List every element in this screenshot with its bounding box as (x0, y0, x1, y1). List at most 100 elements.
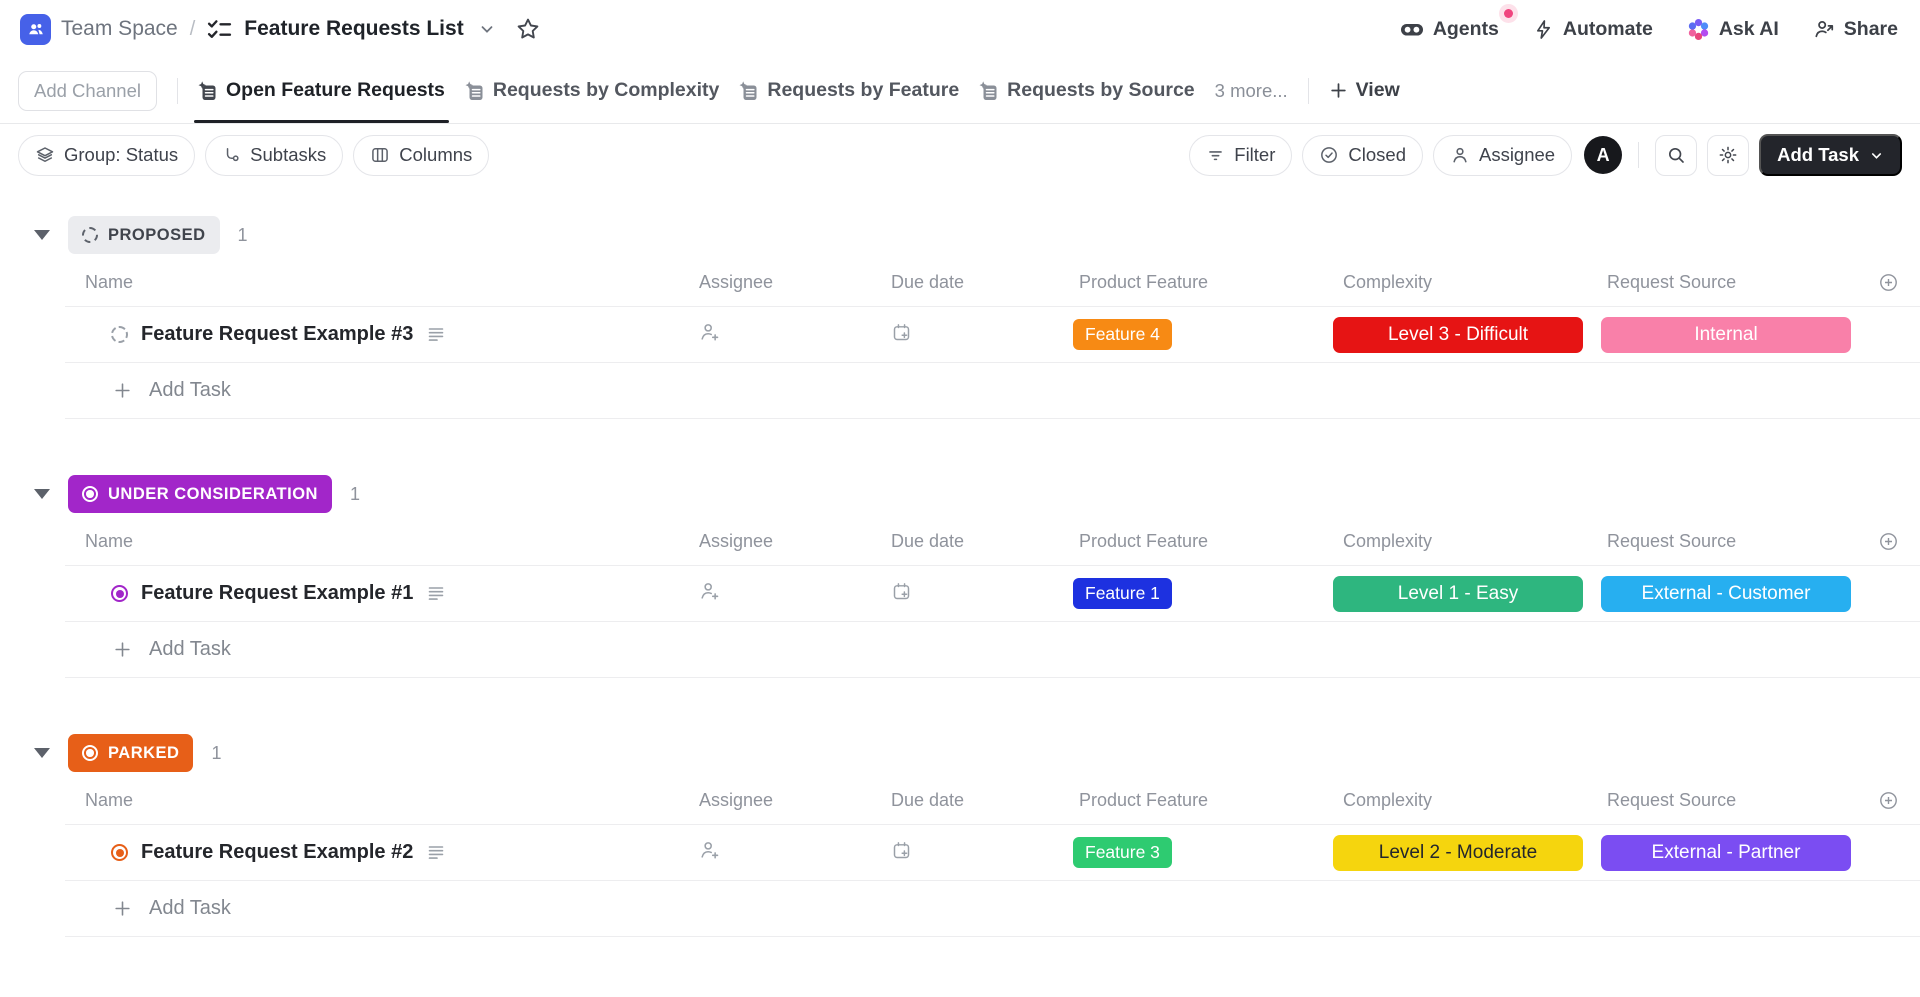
product-feature-tag[interactable]: Feature 1 (1073, 578, 1172, 609)
add-task-row[interactable]: Add Task (65, 622, 1920, 678)
task-name[interactable]: Feature Request Example #2 (141, 841, 414, 863)
tab-requests-by-complexity[interactable]: Requests by Complexity (465, 58, 719, 123)
collapse-caret-icon[interactable] (34, 489, 50, 499)
column-header-due-date[interactable]: Due date (891, 530, 965, 551)
tab-requests-by-feature[interactable]: Requests by Feature (739, 58, 959, 123)
request-source-tag[interactable]: Internal (1601, 316, 1851, 353)
column-header-assignee[interactable]: Assignee (699, 271, 774, 292)
status-pill[interactable]: UNDER CONSIDERATION (68, 475, 332, 513)
column-header-name[interactable]: Name (85, 271, 134, 292)
tab-requests-by-source[interactable]: Requests by Source (979, 58, 1195, 123)
column-header-complexity[interactable]: Complexity (1343, 789, 1433, 810)
column-header-request-source[interactable]: Request Source (1607, 530, 1737, 551)
column-header-name[interactable]: Name (85, 530, 134, 551)
description-icon[interactable] (428, 327, 444, 342)
group-by-label: Group: Status (64, 144, 179, 165)
team-space-logo[interactable] (20, 13, 51, 45)
tab-label: Requests by Complexity (492, 79, 720, 101)
favorite-star-icon[interactable] (516, 17, 540, 41)
columns-button[interactable]: Columns (353, 134, 490, 176)
complexity-cell: Level 2 - Moderate (1333, 834, 1597, 871)
add-column-button[interactable] (1878, 531, 1899, 552)
add-view-button[interactable]: View (1329, 79, 1400, 102)
assignee-cell[interactable] (691, 321, 883, 348)
complexity-tag[interactable]: Level 2 - Moderate (1333, 834, 1583, 871)
subtasks-icon (222, 146, 241, 165)
due-date-cell[interactable] (883, 581, 1069, 607)
column-header-request-source[interactable]: Request Source (1607, 789, 1737, 810)
add-column-button[interactable] (1878, 272, 1899, 293)
tab-open-feature-requests[interactable]: Open Feature Requests (193, 58, 449, 123)
breadcrumb-space-name[interactable]: Team Space (61, 17, 178, 40)
add-column-button[interactable] (1878, 790, 1899, 811)
column-header-assignee[interactable]: Assignee (699, 789, 774, 810)
description-icon[interactable] (428, 586, 444, 601)
assignee-cell[interactable] (691, 580, 883, 607)
task-name[interactable]: Feature Request Example #3 (141, 323, 414, 345)
divider (1638, 142, 1640, 168)
agents-button[interactable]: Agents (1400, 8, 1513, 41)
pinned-list-icon (198, 80, 218, 101)
column-header-product-feature[interactable]: Product Feature (1079, 271, 1209, 292)
more-views-link[interactable]: 3 more... (1214, 79, 1288, 101)
share-button[interactable]: Share (1813, 18, 1898, 41)
column-header-name[interactable]: Name (85, 789, 134, 810)
description-icon[interactable] (428, 845, 444, 860)
column-header-complexity[interactable]: Complexity (1343, 271, 1433, 292)
user-avatar[interactable]: A (1584, 136, 1623, 174)
task-name[interactable]: Feature Request Example #1 (141, 582, 414, 604)
status-under-consideration-icon[interactable] (111, 585, 128, 602)
toolbar-left: Group: Status Subtasks Columns (18, 134, 490, 176)
chevron-down-icon (1869, 148, 1884, 163)
page-title[interactable]: Feature Requests List (244, 17, 464, 40)
request-source-cell: Internal (1597, 316, 1857, 353)
product-feature-tag[interactable]: Feature 4 (1073, 319, 1172, 350)
task-row[interactable]: Feature Request Example #3 (65, 306, 1920, 363)
status-pill[interactable]: PROPOSED (68, 216, 220, 254)
complexity-tag[interactable]: Level 1 - Easy (1333, 575, 1583, 612)
add-task-row[interactable]: Add Task (65, 363, 1920, 419)
column-header-assignee[interactable]: Assignee (699, 530, 774, 551)
assignee-filter-button[interactable]: Assignee (1432, 134, 1573, 176)
status-pill[interactable]: PARKED (68, 734, 194, 772)
collapse-caret-icon[interactable] (34, 748, 50, 758)
add-task-row[interactable]: Add Task (65, 881, 1920, 937)
assignee-cell[interactable] (691, 839, 883, 866)
column-header-due-date[interactable]: Due date (891, 271, 965, 292)
ask-ai-button[interactable]: Ask AI (1687, 18, 1779, 41)
column-header-product-feature[interactable]: Product Feature (1079, 530, 1209, 551)
complexity-tag[interactable]: Level 3 - Difficult (1333, 316, 1583, 353)
collapse-caret-icon[interactable] (34, 230, 50, 240)
add-channel-button[interactable]: Add Channel (18, 70, 157, 111)
due-date-cell[interactable] (883, 322, 1069, 348)
due-date-cell[interactable] (883, 840, 1069, 866)
request-source-tag[interactable]: External - Customer (1601, 575, 1851, 612)
closed-button[interactable]: Closed (1302, 134, 1423, 176)
search-button[interactable] (1655, 134, 1698, 176)
column-header-request-source[interactable]: Request Source (1607, 271, 1737, 292)
column-header-due-date[interactable]: Due date (891, 789, 965, 810)
subtasks-button[interactable]: Subtasks (205, 134, 344, 176)
chevron-down-icon[interactable] (478, 20, 496, 38)
status-parked-icon[interactable] (111, 844, 128, 861)
group-by-button[interactable]: Group: Status (18, 134, 196, 176)
product-feature-cell: Feature 4 (1069, 319, 1333, 350)
topbar-actions: Agents Automate Ask AI (1400, 8, 1898, 41)
list-toolbar: Group: Status Subtasks Columns (0, 124, 1920, 186)
subtasks-label: Subtasks (250, 144, 327, 165)
task-row[interactable]: Feature Request Example #2 (65, 824, 1920, 881)
ask-ai-label: Ask AI (1718, 17, 1779, 40)
column-header-complexity[interactable]: Complexity (1343, 530, 1433, 551)
group-task-count: 1 (211, 742, 222, 763)
request-source-tag[interactable]: External - Partner (1601, 834, 1851, 871)
column-header-product-feature[interactable]: Product Feature (1079, 789, 1209, 810)
task-row[interactable]: Feature Request Example #1 (65, 565, 1920, 622)
product-feature-tag[interactable]: Feature 3 (1073, 837, 1172, 868)
automate-button[interactable]: Automate (1533, 18, 1653, 41)
settings-button[interactable] (1707, 134, 1750, 176)
filter-button[interactable]: Filter (1189, 134, 1293, 176)
status-proposed-icon[interactable] (111, 326, 128, 343)
table-header-row: Name Assignee Due date Product Feature C… (65, 517, 1920, 565)
assignee-add-icon (699, 839, 721, 861)
add-task-button[interactable]: Add Task (1759, 134, 1902, 176)
